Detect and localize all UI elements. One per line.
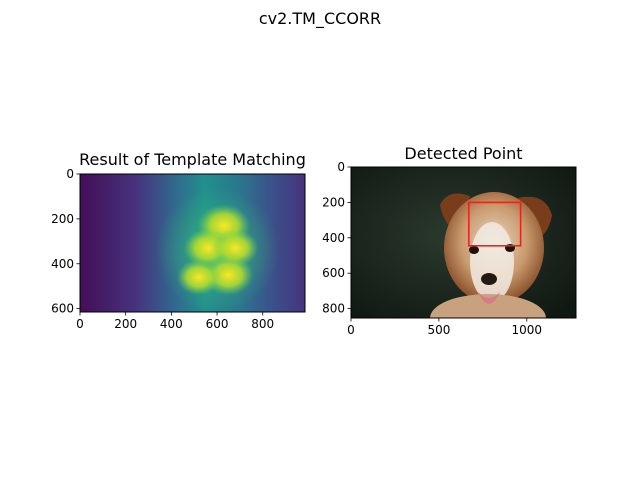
photo-ytick-label: 200 xyxy=(322,195,345,209)
photo-ytick-label: 800 xyxy=(322,302,345,316)
heatmap-ytick-label: 0 xyxy=(66,167,74,181)
heatmap-xtick-label: 800 xyxy=(251,317,274,331)
detection-rectangle xyxy=(467,201,522,247)
heatmap-blobs xyxy=(155,188,280,312)
heatmap-y-axis: 0 200 400 600 xyxy=(51,167,80,316)
heatmap-xtick-label: 0 xyxy=(76,317,84,331)
heatmap-xtick-label: 400 xyxy=(160,317,183,331)
detection-box xyxy=(467,201,522,247)
photo-xtick-label: 1000 xyxy=(512,323,543,337)
heatmap-hotspot xyxy=(212,229,259,267)
heatmap-frame xyxy=(79,173,306,313)
heatmap-xtick-label: 200 xyxy=(114,317,137,331)
photo-panel: Detected Point 0 500 1000 0 200 400 600 800 xyxy=(322,144,577,337)
photo-xtick-label: 500 xyxy=(427,323,450,337)
heatmap-ytick-label: 600 xyxy=(51,302,74,316)
heatmap-ytick-label: 400 xyxy=(51,257,74,271)
figure-suptitle: cv2.TM_CCORR xyxy=(259,9,381,29)
heatmap-title: Result of Template Matching xyxy=(79,150,306,169)
photo-y-axis: 0 200 400 600 800 xyxy=(322,160,351,316)
heatmap-panel: Result of Template Matching 0 200 400 600 80… xyxy=(51,150,306,331)
photo-title: Detected Point xyxy=(404,144,522,163)
heatmap-x-axis: 0 200 400 600 800 xyxy=(76,312,274,331)
dog-photo xyxy=(351,167,576,318)
heatmap-ytick-label: 200 xyxy=(51,212,74,226)
photo-ytick-label: 600 xyxy=(322,266,345,280)
photo-xtick-label: 0 xyxy=(347,323,355,337)
heatmap-xtick-label: 600 xyxy=(206,317,229,331)
photo-x-axis: 0 500 1000 xyxy=(347,318,542,337)
heatmap-hotspot xyxy=(176,259,221,296)
photo-ytick-label: 400 xyxy=(322,231,345,245)
photo-frame xyxy=(350,166,577,319)
photo-ytick-label: 0 xyxy=(337,160,345,174)
